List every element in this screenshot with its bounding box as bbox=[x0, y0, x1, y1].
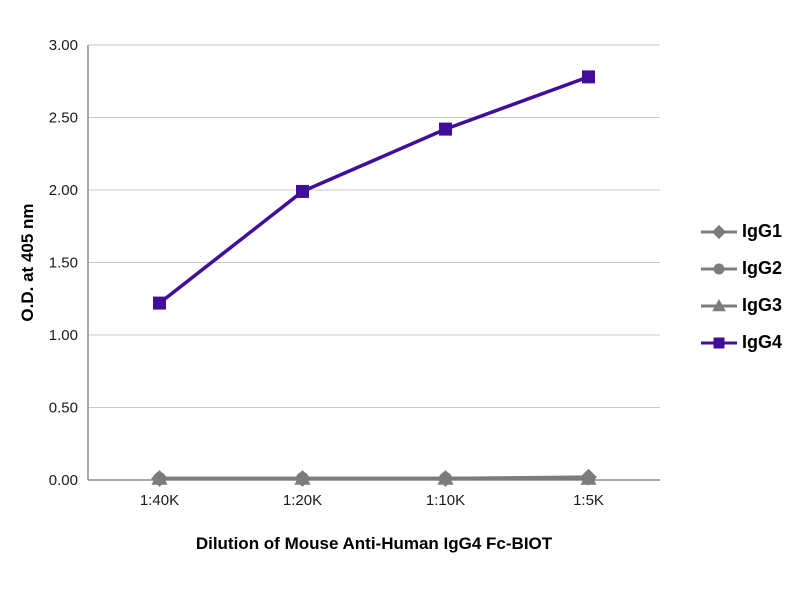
legend-marker-icon-circle bbox=[701, 263, 737, 274]
data-point-IgG4 bbox=[296, 184, 309, 198]
y-tick-label: 2.00 bbox=[49, 182, 78, 199]
legend-label: IgG3 bbox=[742, 295, 783, 315]
data-point-IgG4 bbox=[582, 70, 595, 84]
legend: IgG1 IgG2 IgG3 IgG4 bbox=[700, 213, 782, 361]
data-point-IgG3 bbox=[580, 470, 597, 485]
data-point-IgG3 bbox=[437, 470, 454, 485]
x-tick-label: 1:20K bbox=[283, 492, 322, 509]
legend-marker-icon-triangle bbox=[701, 298, 737, 311]
y-tick-label: 2.50 bbox=[49, 110, 78, 127]
x-tick-label: 1:10K bbox=[426, 492, 465, 509]
legend-item-IgG2: IgG2 bbox=[700, 250, 782, 287]
x-tick-label: 1:40K bbox=[140, 492, 179, 509]
legend-item-IgG3: IgG3 bbox=[700, 287, 782, 324]
legend-label: IgG2 bbox=[742, 258, 783, 278]
y-tick-label: 0.00 bbox=[49, 472, 78, 489]
x-axis-title: Dilution of Mouse Anti-Human IgG4 Fc-BIO… bbox=[195, 534, 553, 553]
legend-item-IgG1: IgG1 bbox=[700, 213, 782, 250]
series-line-IgG4 bbox=[158, 75, 590, 305]
legend-marker bbox=[711, 224, 727, 239]
legend-marker bbox=[713, 263, 725, 274]
data-point-IgG3 bbox=[294, 470, 311, 485]
y-tick-label: 1.00 bbox=[49, 327, 78, 344]
legend-marker-icon-diamond bbox=[701, 224, 737, 239]
legend-item-IgG4: IgG4 bbox=[700, 324, 782, 361]
data-point-IgG3 bbox=[151, 470, 168, 485]
legend-marker bbox=[713, 337, 725, 348]
y-tick-label: 1.50 bbox=[49, 255, 78, 272]
legend-label: IgG1 bbox=[742, 221, 783, 241]
legend-marker-icon-square bbox=[701, 337, 737, 348]
y-tick-label: 3.00 bbox=[49, 37, 78, 54]
data-point-IgG4 bbox=[439, 122, 452, 136]
legend-marker bbox=[712, 298, 726, 311]
x-tick-label: 1:5K bbox=[573, 492, 604, 509]
data-point-IgG4 bbox=[153, 296, 166, 310]
y-axis-title: O.D. at 405 nm bbox=[18, 203, 37, 322]
legend-label: IgG4 bbox=[742, 332, 783, 352]
y-tick-label: 0.50 bbox=[49, 400, 78, 417]
